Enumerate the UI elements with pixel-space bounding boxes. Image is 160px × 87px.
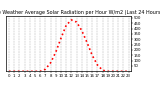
- Title: Milwaukee Weather Average Solar Radiation per Hour W/m2 (Last 24 Hours): Milwaukee Weather Average Solar Radiatio…: [0, 10, 160, 15]
